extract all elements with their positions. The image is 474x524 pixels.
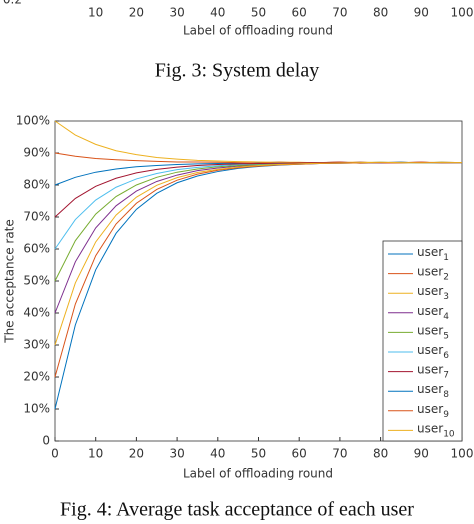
y-tick-label: 90%	[23, 146, 50, 160]
legend-label: user10	[417, 421, 455, 439]
y-tick-label: 40%	[23, 306, 50, 320]
x-tick-label: 100	[451, 6, 474, 20]
legend-label: user2	[417, 264, 449, 282]
y-tick-label: 60%	[23, 242, 50, 256]
caption: Fig. 3: System delay	[155, 60, 319, 82]
x-tick-label: 30	[169, 447, 184, 461]
x-tick-label: 50	[251, 447, 266, 461]
y-tick-label: 0	[42, 434, 50, 448]
x-tick-label: 100	[451, 447, 474, 461]
caption: Fig. 4: Average task acceptance of each …	[60, 499, 414, 521]
x-tick-label: 10	[88, 447, 103, 461]
x-tick-label: 60	[292, 447, 307, 461]
legend-label: user6	[417, 343, 449, 361]
x-tick-label: 20	[129, 447, 144, 461]
x-tick-label: 80	[373, 6, 388, 20]
x-tick-label: 70	[332, 6, 347, 20]
x-tick-label: 40	[210, 447, 225, 461]
y-tick-label: 50%	[23, 274, 50, 288]
x-tick-label: 40	[210, 6, 225, 20]
y-tick-label: 0.2	[3, 0, 22, 7]
y-tick-label: 100%	[16, 114, 50, 128]
x-tick-label: 80	[373, 447, 388, 461]
x-tick-label: 70	[332, 447, 347, 461]
x-tick-label: 60	[292, 6, 307, 20]
legend-label: user7	[417, 362, 449, 380]
legend-label: user3	[417, 284, 449, 302]
y-tick-label: 20%	[23, 370, 50, 384]
y-tick-label: 70%	[23, 210, 50, 224]
legend-box	[382, 240, 463, 442]
legend-label: user1	[417, 245, 449, 263]
x-tick-label: 50	[251, 6, 266, 20]
y-tick-label: 10%	[23, 402, 50, 416]
x-axis-label: Label of offloading round	[183, 467, 333, 481]
x-tick-label: 30	[169, 6, 184, 20]
legend-label: user9	[417, 401, 449, 419]
legend-label: user4	[417, 303, 449, 321]
x-tick-label: 0	[51, 447, 59, 461]
x-tick-label: 90	[414, 447, 429, 461]
line	[54, 161, 462, 346]
x-axis-label: Label of offloading round	[183, 24, 333, 38]
legend-label: user8	[417, 382, 449, 400]
legend-label: user5	[417, 323, 449, 341]
x-tick-label: 10	[88, 6, 103, 20]
y-tick-label: 80%	[23, 178, 50, 192]
x-tick-label: 90	[414, 6, 429, 20]
y-tick-label: 30%	[23, 338, 50, 352]
y-axis-label: The acceptance rate	[3, 219, 17, 344]
x-tick-label: 20	[129, 6, 144, 20]
